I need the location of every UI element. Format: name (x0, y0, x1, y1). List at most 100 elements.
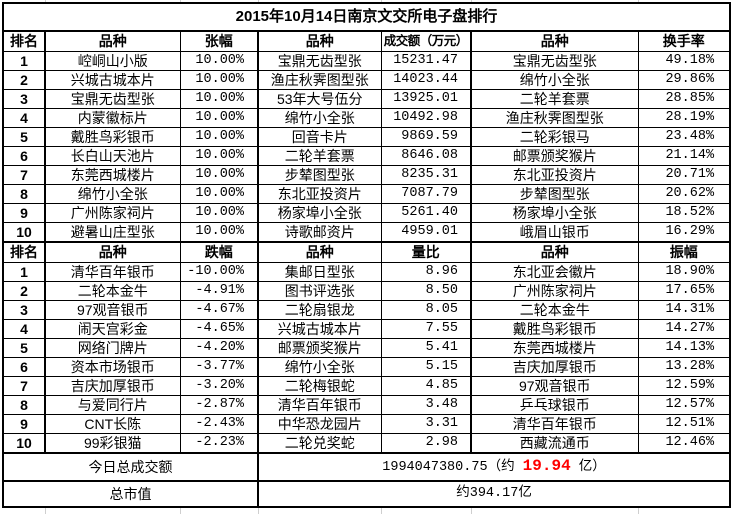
table-row: 3 97观音银币 -4.67% 二轮扇银龙 8.05 二轮本金牛 14.31% (2, 300, 731, 320)
item-name-cell: 渔庄秋霁图型张 (257, 70, 382, 90)
item-name-cell: 二轮本金牛 (470, 300, 639, 320)
rank-cell: 1 (2, 51, 46, 71)
item-name-cell: 97观音银币 (44, 300, 181, 320)
item-name-cell: 东莞西城楼片 (44, 165, 181, 185)
rank-cell: 2 (2, 70, 46, 90)
value-cell: 15231.47 (380, 51, 472, 71)
value-cell: 4959.01 (380, 222, 472, 243)
value-cell: 14.31% (637, 300, 731, 320)
value-cell: -4.65% (179, 319, 259, 339)
value-cell: 14.13% (637, 338, 731, 358)
table-row: 2 二轮本金牛 -4.91% 图书评选张 8.50 广州陈家祠片 17.65% (2, 281, 731, 301)
value-cell: 8.96 (380, 262, 472, 282)
item-name-cell: 清华百年银币 (470, 414, 639, 434)
table-row: 7 吉庆加厚银币 -3.20% 二轮梅银蛇 4.85 97观音银币 12.59% (2, 376, 731, 396)
value-cell: 10.00% (179, 165, 259, 185)
section1-body: 1 崆峒山小版 10.00% 宝鼎无齿型张 15231.47 宝鼎无齿型张 49.18% 2 兴… (2, 51, 731, 243)
value-cell: 20.62% (637, 184, 731, 204)
item-name-cell: 清华百年银币 (257, 395, 382, 415)
value-cell: 14.27% (637, 319, 731, 339)
table-row: 1 清华百年银币 -10.00% 集邮日型张 8.96 东北亚会徽片 18.90% (2, 262, 731, 282)
table-row: 9 广州陈家祠片 10.00% 杨家埠小全张 5261.40 杨家埠小全张 18.52% (2, 203, 731, 223)
item-name-cell: 吉庆加厚银币 (44, 376, 181, 396)
value-cell: 12.57% (637, 395, 731, 415)
value-cell: 29.86% (637, 70, 731, 90)
value-cell: 12.59% (637, 376, 731, 396)
value-cell: 49.18% (637, 51, 731, 71)
item-name-cell: 避暑山庄型张 (44, 222, 181, 243)
item-name-cell: 宝鼎无齿型张 (44, 89, 181, 109)
item-name-cell: 二轮彩银马 (470, 127, 639, 147)
item-name-cell: 二轮羊套票 (470, 89, 639, 109)
column-header-item: 品种 (470, 241, 639, 263)
value-cell: -4.67% (179, 300, 259, 320)
value-cell: -2.87% (179, 395, 259, 415)
item-name-cell: 长白山天池片 (44, 146, 181, 166)
item-name-cell: 步辇图型张 (257, 165, 382, 185)
value-cell: 8646.08 (380, 146, 472, 166)
item-name-cell: 二轮羊套票 (257, 146, 382, 166)
total-turnover-prefix: 1994047380.75（约 (382, 460, 523, 475)
item-name-cell: 峨眉山银币 (470, 222, 639, 243)
column-header-gain: 张幅 (179, 30, 259, 52)
rank-cell: 1 (2, 262, 46, 282)
item-name-cell: 图书评选张 (257, 281, 382, 301)
item-name-cell: 乒乓球银币 (470, 395, 639, 415)
table-row: 4 内蒙徽标片 10.00% 绵竹小全张 10492.98 渔庄秋霁图型张 28.19% (2, 108, 731, 128)
value-cell: 10.00% (179, 51, 259, 71)
item-name-cell: 东莞西城楼片 (470, 338, 639, 358)
value-cell: 10.00% (179, 184, 259, 204)
table-row: 10 避暑山庄型张 10.00% 诗歌邮资片 4959.01 峨眉山银币 16.29% (2, 222, 731, 243)
item-name-cell: 诗歌邮资片 (257, 222, 382, 243)
table-row: 6 资本市场银币 -3.77% 绵竹小全张 5.15 吉庆加厚银币 13.28% (2, 357, 731, 377)
value-cell: -3.20% (179, 376, 259, 396)
rank-cell: 8 (2, 184, 46, 204)
value-cell: 14023.44 (380, 70, 472, 90)
column-header-amplitude: 振幅 (637, 241, 731, 263)
value-cell: 8.50 (380, 281, 472, 301)
item-name-cell: 绵竹小全张 (44, 184, 181, 204)
value-cell: 12.51% (637, 414, 731, 434)
item-name-cell: 绵竹小全张 (470, 70, 639, 90)
page-title: 2015年10月14日南京文交所电子盘排行 (2, 2, 731, 32)
item-name-cell: 步辇图型张 (470, 184, 639, 204)
table-row: 7 东莞西城楼片 10.00% 步辇图型张 8235.31 东北亚投资片 20.71% (2, 165, 731, 185)
rank-cell: 4 (2, 108, 46, 128)
rank-cell: 7 (2, 165, 46, 185)
section2-header-row: 排名 品种 跌幅 品种 量比 品种 振幅 (2, 241, 731, 263)
value-cell: 28.19% (637, 108, 731, 128)
rank-cell: 6 (2, 146, 46, 166)
item-name-cell: 内蒙徽标片 (44, 108, 181, 128)
value-cell: 7087.79 (380, 184, 472, 204)
value-cell: 23.48% (637, 127, 731, 147)
value-cell: -4.91% (179, 281, 259, 301)
item-name-cell: 广州陈家祠片 (470, 281, 639, 301)
item-name-cell: 53年大号伍分 (257, 89, 382, 109)
table-row: 10 99彩银猫 -2.23% 二轮兑奖蛇 2.98 西藏流通币 12.46% (2, 433, 731, 454)
item-name-cell: 崆峒山小版 (44, 51, 181, 71)
item-name-cell: 97观音银币 (470, 376, 639, 396)
value-cell: 17.65% (637, 281, 731, 301)
rank-cell: 4 (2, 319, 46, 339)
column-header-volume-ratio: 量比 (380, 241, 472, 263)
item-name-cell: 广州陈家祠片 (44, 203, 181, 223)
value-cell: 16.29% (637, 222, 731, 243)
table-row: 9 CNT长陈 -2.43% 中华恐龙园片 3.31 清华百年银币 12.51% (2, 414, 731, 434)
value-cell: 18.90% (637, 262, 731, 282)
rank-cell: 3 (2, 89, 46, 109)
item-name-cell: 二轮扇银龙 (257, 300, 382, 320)
value-cell: 8.05 (380, 300, 472, 320)
table-row: 1 崆峒山小版 10.00% 宝鼎无齿型张 15231.47 宝鼎无齿型张 49.18% (2, 51, 731, 71)
table-row: 5 网络门牌片 -4.20% 邮票颁奖猴片 5.41 东莞西城楼片 14.13% (2, 338, 731, 358)
column-header-turnover-rate: 换手率 (637, 30, 731, 52)
value-cell: 4.85 (380, 376, 472, 396)
value-cell: -2.23% (179, 433, 259, 454)
item-name-cell: 宝鼎无齿型张 (257, 51, 382, 71)
item-name-cell: 宝鼎无齿型张 (470, 51, 639, 71)
value-cell: 8235.31 (380, 165, 472, 185)
item-name-cell: 绵竹小全张 (257, 357, 382, 377)
column-header-item: 品种 (470, 30, 639, 52)
value-cell: 5.15 (380, 357, 472, 377)
total-turnover-label: 今日总成交额 (2, 452, 259, 482)
table-row: 8 绵竹小全张 10.00% 东北亚投资片 7087.79 步辇图型张 20.62% (2, 184, 731, 204)
